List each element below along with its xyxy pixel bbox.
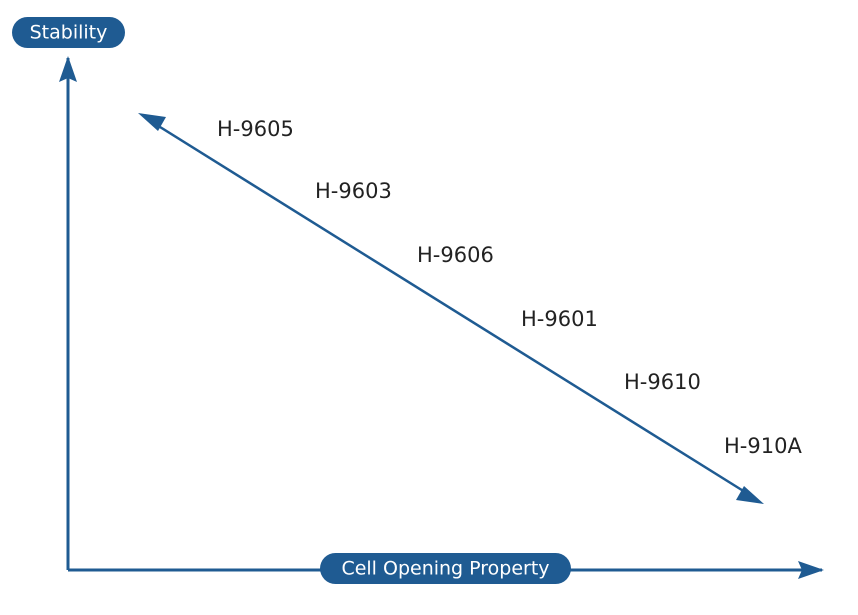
y-axis-pill: [12, 17, 125, 48]
x-axis-label: Cell Opening Property: [341, 558, 549, 580]
arrow-head: [138, 113, 166, 131]
product-label: H-9601: [521, 307, 598, 331]
arrow-head: [736, 486, 764, 504]
trend-line: [159, 125, 746, 494]
y-axis-label: Stability: [30, 22, 108, 44]
product-label: H-910A: [724, 434, 802, 458]
product-label: H-9610: [624, 370, 701, 394]
x-axis-pill: [320, 553, 571, 584]
product-label: H-9603: [315, 179, 392, 203]
product-label: H-9605: [217, 117, 294, 141]
product-label: H-9606: [417, 243, 494, 267]
